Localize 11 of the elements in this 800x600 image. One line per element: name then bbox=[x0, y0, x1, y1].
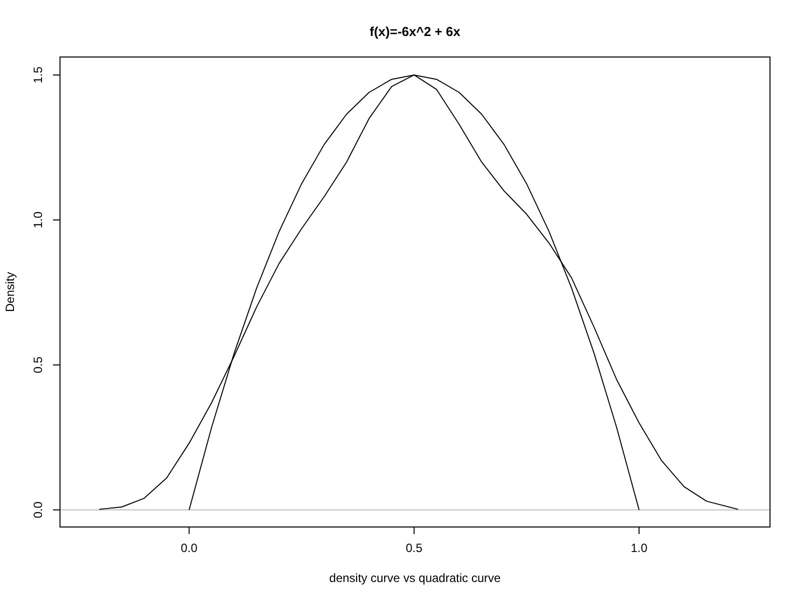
x-tick-label: 0.5 bbox=[406, 541, 423, 555]
y-tick-label: 1.5 bbox=[31, 66, 45, 84]
y-tick-label: 0.5 bbox=[31, 356, 45, 374]
y-tick-label: 1.0 bbox=[31, 211, 45, 228]
x-tick-label: 1.0 bbox=[630, 541, 648, 555]
y-axis-title: Density bbox=[3, 272, 17, 312]
y-tick-label: 0.0 bbox=[31, 501, 45, 518]
line-series bbox=[98, 74, 739, 510]
chart-title: f(x)=-6x^2 + 6x bbox=[370, 24, 462, 39]
x-axis-title: density curve vs quadratic curve bbox=[329, 571, 502, 585]
x-tick-label: 0.0 bbox=[180, 541, 198, 555]
